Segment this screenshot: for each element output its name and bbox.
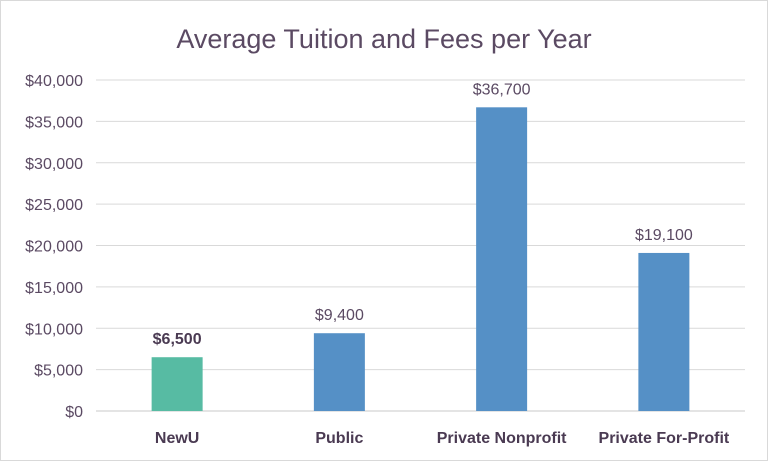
data-label: $6,500 <box>153 331 202 348</box>
y-tick-label: $20,000 <box>25 239 83 256</box>
y-tick-label: $0 <box>65 404 83 421</box>
bars <box>151 107 690 412</box>
bar <box>151 357 203 411</box>
category-label: Private Nonprofit <box>437 430 567 447</box>
category-label: Private For-Profit <box>599 430 730 447</box>
bar <box>313 333 365 411</box>
y-tick-label: $5,000 <box>34 363 83 380</box>
category-label: Public <box>315 430 363 447</box>
bar <box>476 107 528 412</box>
gridlines <box>96 79 745 412</box>
y-tick-label: $15,000 <box>25 280 83 297</box>
bar <box>638 252 690 411</box>
data-label: $36,700 <box>473 81 531 98</box>
data-labels: $6,500 $9,400 $36,700 $19,100 <box>153 81 693 348</box>
y-axis-ticks: $0 $5,000 $10,000 $15,000 $20,000 $25,000 $30,… <box>25 73 83 421</box>
category-label: NewU <box>155 430 199 447</box>
chart-title: Average Tuition and Fees per Year <box>176 24 591 54</box>
x-axis-categories: NewU Public Private Nonprofit Private For-P… <box>155 430 730 447</box>
data-label: $9,400 <box>315 307 364 324</box>
y-tick-label: $25,000 <box>25 197 83 214</box>
y-tick-label: $30,000 <box>25 156 83 173</box>
y-tick-label: $10,000 <box>25 321 83 338</box>
y-tick-label: $35,000 <box>25 114 83 131</box>
y-tick-label: $40,000 <box>25 73 83 90</box>
data-label: $19,100 <box>635 227 693 244</box>
